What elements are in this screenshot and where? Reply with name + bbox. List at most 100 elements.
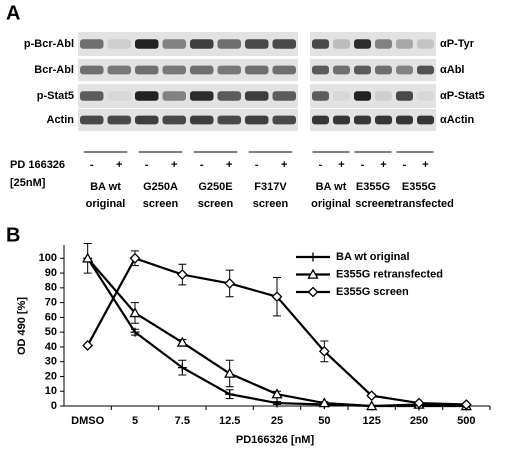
band — [217, 39, 241, 49]
blot-strip — [310, 109, 436, 131]
lane-sign: - — [319, 159, 323, 171]
band — [162, 91, 186, 101]
band — [272, 115, 296, 125]
band — [375, 39, 392, 49]
band — [162, 65, 186, 75]
band — [312, 65, 329, 75]
x-axis-title: PD166326 [nM] — [236, 434, 315, 446]
marker — [318, 345, 330, 357]
band — [312, 115, 329, 125]
band — [217, 115, 241, 125]
lane-sign: - — [145, 159, 149, 171]
row-label: p-Bcr-Abl — [24, 38, 74, 50]
band — [107, 39, 131, 49]
marker — [307, 268, 319, 279]
band — [312, 39, 329, 49]
group-label: original — [311, 198, 351, 210]
band — [396, 91, 413, 101]
band — [245, 115, 269, 125]
band — [354, 39, 371, 49]
band — [80, 65, 104, 75]
blot-strip — [78, 59, 298, 81]
x-tick-label: 12.5 — [219, 415, 240, 427]
group-label: original — [86, 198, 126, 210]
group-label: G250E — [198, 181, 232, 193]
y-tick-label: 40 — [45, 341, 57, 353]
group-label: BA wt — [316, 181, 347, 193]
x-tick-label: 50 — [318, 415, 330, 427]
blot-strip — [310, 59, 436, 81]
lane-sign: - — [200, 159, 204, 171]
band — [162, 115, 186, 125]
marker — [130, 327, 140, 337]
row-label: αActin — [440, 114, 475, 126]
row-label: Actin — [47, 114, 75, 126]
lane-sign: + — [281, 159, 287, 171]
group-label: BA wt — [90, 181, 121, 193]
marker — [82, 340, 94, 351]
lane-sign: - — [361, 159, 365, 171]
treatment-label: PD 166326 — [10, 159, 65, 171]
legend-label: E355G retransfected — [336, 268, 443, 280]
x-tick-label: 25 — [271, 415, 283, 427]
band — [190, 115, 214, 125]
y-tick-label: 60 — [45, 311, 57, 323]
marker — [308, 252, 318, 262]
y-axis-title: OD 490 [%] — [16, 297, 28, 355]
y-tick-label: 90 — [45, 267, 57, 279]
panel-label: B — [6, 224, 20, 246]
band — [417, 91, 434, 101]
legend-label: BA wt original — [336, 251, 410, 263]
lane-sign: + — [226, 159, 232, 171]
marker — [271, 388, 283, 399]
band — [396, 39, 413, 49]
group-label: screen — [355, 198, 391, 210]
lane-sign: + — [422, 159, 428, 171]
lane-sign: - — [255, 159, 259, 171]
marker — [460, 399, 472, 410]
y-tick-label: 70 — [45, 297, 57, 309]
band — [217, 91, 241, 101]
marker — [129, 307, 141, 318]
row-label: p-Stat5 — [37, 90, 74, 102]
y-tick-label: 0 — [51, 400, 57, 412]
band — [272, 39, 296, 49]
row-label: Bcr-Abl — [34, 64, 74, 76]
marker — [307, 286, 319, 298]
marker — [413, 397, 425, 409]
row-label: αAbl — [440, 64, 464, 76]
group-label: F317V — [254, 181, 287, 193]
x-tick-label: 5 — [132, 415, 138, 427]
band — [396, 115, 413, 125]
band — [107, 65, 131, 75]
legend-label: E355G screen — [336, 286, 409, 298]
x-tick-label: 500 — [457, 415, 475, 427]
marker — [224, 277, 236, 289]
group-label: screen — [143, 198, 179, 210]
band — [272, 91, 296, 101]
marker — [366, 390, 378, 402]
band — [417, 65, 434, 75]
band — [107, 115, 131, 125]
x-tick-label: 250 — [410, 415, 428, 427]
band — [354, 65, 371, 75]
band — [217, 65, 241, 75]
panel-label: A — [6, 2, 20, 24]
marker — [129, 252, 141, 264]
lane-sign: - — [403, 159, 407, 171]
band — [417, 115, 434, 125]
y-tick-label: 10 — [45, 385, 57, 397]
row-label: αP-Tyr — [440, 38, 475, 50]
band — [80, 115, 104, 125]
band — [162, 39, 186, 49]
marker — [177, 363, 187, 373]
band — [245, 91, 269, 101]
band — [135, 115, 159, 125]
y-tick-label: 80 — [45, 282, 57, 294]
blot-strip — [310, 84, 436, 108]
x-tick-label: 7.5 — [175, 415, 190, 427]
marker — [225, 389, 235, 399]
y-tick-label: 100 — [39, 252, 57, 264]
